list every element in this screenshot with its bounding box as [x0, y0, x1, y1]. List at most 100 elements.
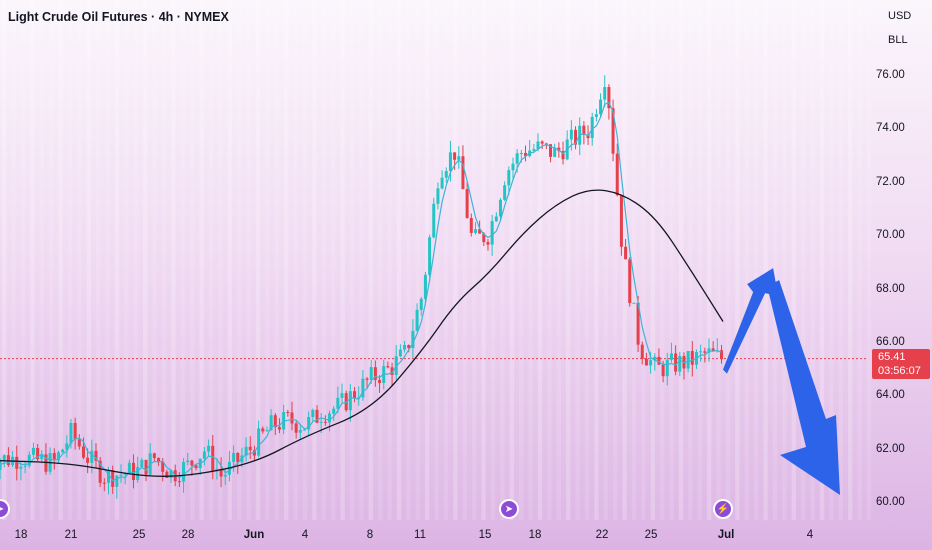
- background-stripe: [575, 0, 580, 520]
- candle-up: [428, 237, 432, 275]
- candle-down: [469, 217, 473, 233]
- candle-up: [686, 350, 690, 369]
- background-stripe: [782, 0, 787, 520]
- slow-moving-average: [0, 189, 724, 477]
- background-stripe: [293, 0, 298, 520]
- background-stripe: [302, 0, 308, 520]
- candle-down: [365, 378, 369, 380]
- background-stripe: [754, 0, 759, 520]
- last-price-tag: 65.41 03:56:07: [872, 349, 930, 379]
- background-stripe: [96, 0, 101, 520]
- event-lightning-icon[interactable]: ⚡: [715, 501, 731, 517]
- candle-down: [6, 455, 10, 465]
- price-tick-label: 68.00: [876, 282, 905, 295]
- candle-down: [219, 468, 223, 477]
- background-stripe: [227, 0, 232, 520]
- background-stripe: [39, 0, 44, 520]
- background-stripe: [124, 0, 129, 520]
- candle-up: [136, 467, 140, 480]
- candle-down: [624, 246, 628, 260]
- background-stripe: [11, 0, 16, 520]
- time-tick-label: 15: [478, 529, 492, 541]
- unit-button[interactable]: BLL: [888, 34, 908, 46]
- candle-up: [69, 422, 73, 444]
- background-stripe: [284, 0, 289, 520]
- background-stripe: [716, 0, 721, 520]
- candle-down: [461, 156, 465, 190]
- background-stripe: [688, 0, 693, 520]
- candle-up: [511, 163, 515, 171]
- candle-down: [15, 456, 19, 469]
- candle-down: [582, 125, 586, 135]
- candle-down: [94, 450, 98, 461]
- candle-up: [678, 355, 682, 372]
- candle-down: [373, 367, 377, 380]
- candle-up: [348, 391, 352, 411]
- candle-down: [465, 189, 469, 218]
- candle-up: [594, 114, 598, 117]
- candle-down: [574, 129, 578, 145]
- background-stripe: [255, 0, 261, 520]
- candle-down: [482, 233, 486, 243]
- candle-up: [444, 171, 448, 178]
- currency-button[interactable]: USD: [888, 10, 912, 22]
- price-tick-label: 60.00: [876, 496, 905, 508]
- candle-up: [265, 430, 269, 432]
- candle-up: [332, 408, 336, 414]
- background-stripe: [866, 0, 872, 520]
- candle-down: [615, 153, 619, 196]
- candle-down: [102, 482, 106, 484]
- candle-up: [649, 360, 653, 366]
- candle-up: [107, 469, 111, 483]
- time-tick-label: 21: [64, 529, 78, 541]
- background-stripe: [349, 0, 355, 520]
- candle-up: [448, 152, 452, 172]
- time-tick-label: 22: [595, 529, 609, 541]
- candle-up: [232, 453, 236, 462]
- candle-down: [607, 87, 611, 109]
- background-stripe: [199, 0, 204, 520]
- candle-down: [478, 229, 482, 234]
- candle-up: [519, 152, 523, 154]
- background-stripe: [650, 0, 655, 520]
- candle-down: [378, 379, 382, 383]
- candle-up: [403, 345, 407, 350]
- time-tick-label: Jul: [717, 529, 735, 541]
- background-stripe: [669, 0, 674, 520]
- candle-up: [298, 430, 302, 433]
- time-tick-label: 28: [181, 529, 195, 541]
- candle-up: [440, 177, 444, 189]
- candle-up: [357, 397, 361, 399]
- price-tick-label: 62.00: [876, 442, 905, 455]
- candle-down: [290, 412, 294, 424]
- time-tick-label: 25: [132, 529, 146, 541]
- background-stripe: [584, 0, 590, 520]
- background-stripe: [378, 0, 383, 520]
- candle-down: [81, 446, 85, 458]
- price-tick-label: 64.00: [876, 389, 905, 402]
- event-play-icon[interactable]: ➤: [501, 501, 517, 517]
- candle-down: [640, 344, 644, 359]
- candle-down: [719, 350, 723, 360]
- candle-up: [223, 474, 227, 477]
- background-stripe: [848, 0, 853, 520]
- background-stripe: [359, 0, 364, 520]
- background-stripe: [105, 0, 110, 520]
- time-tick-label: 4: [806, 529, 814, 541]
- event-play-icon[interactable]: ➤: [0, 501, 8, 517]
- time-tick-label: 4: [301, 529, 309, 541]
- background-stripe: [406, 0, 411, 520]
- candle-up: [415, 309, 419, 331]
- candle-up: [419, 298, 423, 310]
- candle-down: [98, 460, 102, 483]
- chart-title: Light Crude Oil Futures · 4h · NYMEX: [8, 10, 229, 24]
- last-price-value: 65.41: [878, 351, 906, 363]
- background-stripe: [265, 0, 270, 520]
- background-stripe: [425, 0, 430, 520]
- price-tick-label: 76.00: [876, 69, 905, 81]
- time-tick-label: 25: [644, 529, 658, 541]
- candle-up: [398, 349, 402, 357]
- candle-up: [182, 462, 186, 482]
